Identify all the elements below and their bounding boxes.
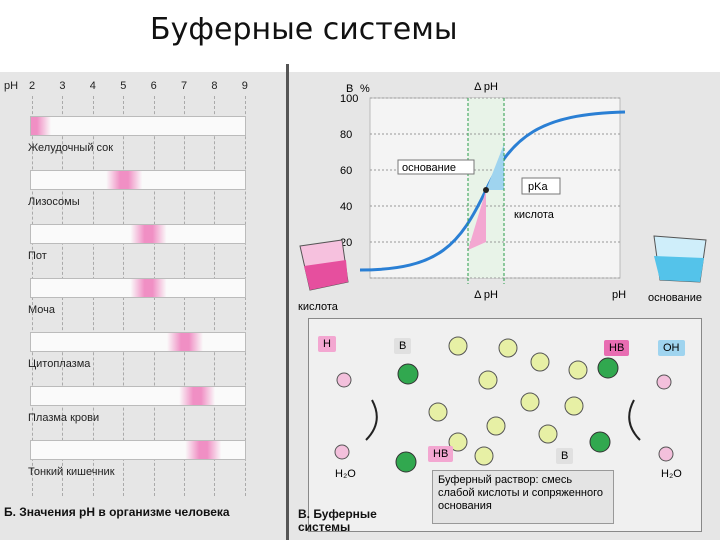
acid-label: кислота — [514, 209, 555, 221]
ph-row-label: Лизосомы — [28, 196, 80, 208]
ph-tick-label: 9 — [241, 80, 248, 92]
molecule-hb — [530, 352, 550, 372]
acid-region — [468, 190, 486, 250]
molecule-hb — [448, 432, 468, 452]
reaction-arrow-left — [365, 399, 378, 441]
molecule-b-minus — [597, 357, 619, 379]
base-region — [486, 144, 504, 190]
ph-range-bar — [30, 116, 246, 136]
ph-range-bar — [30, 278, 246, 298]
pka-point — [483, 187, 489, 193]
molecule-b-minus — [395, 451, 417, 473]
ph-tick-label: 4 — [89, 80, 96, 92]
ph-range-bar — [30, 440, 246, 460]
y-tick-label: 100 — [340, 93, 358, 105]
molecule-h3o — [336, 372, 352, 388]
ph-range-bar — [30, 224, 246, 244]
h-plus-chip: H — [318, 336, 336, 352]
reaction-arrow-right — [628, 399, 641, 441]
delta-ph-bottom: Δ pH — [474, 289, 498, 301]
ph-tick-label: 6 — [150, 80, 157, 92]
ph-tick-label: 2 — [29, 80, 36, 92]
left-caption: Б. Значения рН в организме человека — [4, 505, 230, 519]
oh-minus-chip: OH — [658, 340, 685, 356]
ph-range-bar — [30, 332, 246, 352]
slide-title: Буферные системы — [150, 12, 458, 47]
molecule-hb — [486, 416, 506, 436]
h2o-right: H₂O — [661, 468, 682, 480]
ph-tick-label: 7 — [181, 80, 188, 92]
molecule-hb — [474, 446, 494, 466]
base-beaker-label: основание — [648, 292, 702, 304]
acid-beaker-label: кислота — [298, 301, 338, 313]
y-tick-label: 40 — [340, 201, 352, 213]
delta-ph-top: Δ pH — [474, 81, 498, 93]
panel-divider — [286, 64, 289, 540]
ph-tick-label: 8 — [211, 80, 218, 92]
molecule-hb — [498, 338, 518, 358]
molecule-h2o — [658, 446, 674, 462]
hb-chip-bottom: HB — [428, 446, 454, 462]
buffer-note: Буферный раствор: смесь слабой кислоты и… — [432, 470, 614, 524]
y-symbol: B — [346, 83, 353, 95]
molecule-h2o — [334, 444, 350, 460]
hb-chip: HB — [604, 340, 630, 356]
y-axis-label: % — [360, 83, 370, 95]
ph-tick-label: 5 — [120, 80, 127, 92]
b-chip-bottom: B — [556, 448, 574, 464]
ph-range-bar — [30, 170, 246, 190]
ph-tick-label: 3 — [59, 80, 66, 92]
molecule-b-minus — [397, 363, 419, 385]
base-label-box — [397, 159, 475, 175]
ph-values-panel — [0, 72, 286, 540]
h2o-left: H₂O — [335, 468, 356, 480]
ph-row-label: Тонкий кишечник — [28, 466, 115, 478]
molecule-hb — [538, 424, 558, 444]
ph-axis-label: pH — [4, 80, 19, 92]
acid-beaker-icon — [299, 239, 349, 291]
b-minus-chip: B — [394, 338, 412, 354]
molecule-hb — [478, 370, 498, 390]
molecule-oh — [656, 374, 672, 390]
ph-row-label: Цитоплазма — [28, 358, 91, 370]
right-caption: В. Буферные системы — [298, 507, 377, 534]
ph-row-label: Желудочный сок — [28, 142, 114, 154]
molecule-hb — [568, 360, 588, 380]
pka-label: pKa — [528, 181, 548, 193]
ph-row-label: Моча — [28, 304, 56, 316]
ph-row-label: Пот — [28, 250, 47, 262]
x-axis-label: pH — [612, 289, 626, 301]
base-beaker-icon — [653, 235, 707, 283]
titration-chart: 100806040200 Δ pH Δ pH B % pH pKa основа… — [340, 81, 626, 301]
pka-box — [521, 177, 561, 195]
y-tick-label: 80 — [340, 129, 352, 141]
molecule-hb — [520, 392, 540, 412]
ph-row-label: Плазма крови — [28, 412, 100, 424]
molecule-hb — [448, 336, 468, 356]
y-tick-label: 60 — [340, 165, 352, 177]
base-label: основание — [402, 162, 456, 174]
molecule-b-minus — [589, 431, 611, 453]
molecule-hb — [428, 402, 448, 422]
molecules-diagram — [334, 336, 674, 473]
molecule-hb — [564, 396, 584, 416]
ph-range-bar — [30, 386, 246, 406]
